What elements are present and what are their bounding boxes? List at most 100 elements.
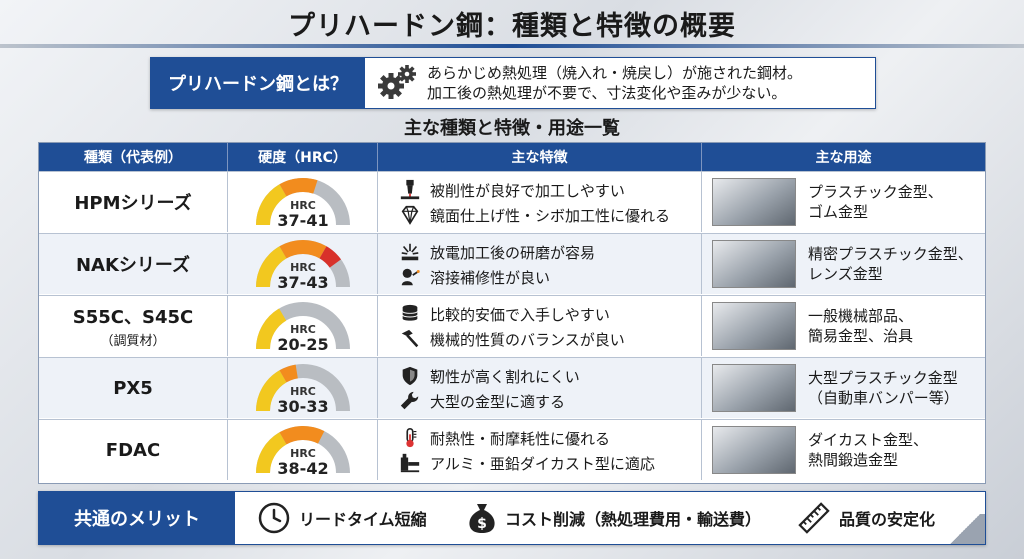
feature-item: 鏡面仕上げ性・シボ加工性に優れる <box>398 202 670 228</box>
definition-box: プリハードン鋼とは？ あらかじめ熱処理（焼入れ・焼戻し）が施された鋼材。 加工後… <box>150 57 876 109</box>
gauge-fill-segment <box>279 364 299 383</box>
use-line: 熱間鍛造金型 <box>808 451 899 469</box>
gauge-fill-segment <box>256 246 287 288</box>
steel-type-name: NAKシリーズ <box>75 255 191 276</box>
gauge-fill-segment <box>319 246 342 268</box>
section-subtitle: 主な種類と特徴・用途一覧 <box>404 118 620 139</box>
feature-text: 比較的安価で入手しやすい <box>430 305 610 324</box>
diamond-icon <box>401 205 419 225</box>
use-text: ダイカスト金型、 熱間鍛造金型 <box>808 430 928 470</box>
thermometer-icon <box>406 428 417 448</box>
bumper-mold-image <box>712 364 796 412</box>
hardness-gauge <box>256 364 350 412</box>
svg-text:$: $ <box>477 516 487 532</box>
title-underline <box>0 44 1024 48</box>
header-uses: 主な用途 <box>815 150 872 166</box>
gauge-unit-label: HRC <box>290 447 316 460</box>
header-hardness: 硬度（HRC） <box>228 143 378 171</box>
merits-label: 共通のメリット <box>39 492 235 544</box>
feature-item: 比較的安価で入手しやすい <box>398 301 610 327</box>
table-row: FDAC HRC 38-42 耐熱性・耐摩耗性に優れる アルミ・亜鉛ダイカスト型に適応 ダ… <box>39 419 985 480</box>
page-title: プリハードン鋼：種類と特徴の概要 <box>288 11 736 42</box>
feature-text: 被削性が良好で加工しやすい <box>430 181 625 200</box>
feature-text: 靭性が高く割れにくい <box>430 367 580 386</box>
feature-item: 大型の金型に適する <box>398 388 565 414</box>
definition-line: 加工後の熱処理が不要で、寸法変化や歪みが少ない。 <box>427 84 787 102</box>
wrench-icon <box>400 391 419 410</box>
money-bag-icon: $ <box>469 504 495 533</box>
use-line: ダイカスト金型、 <box>808 431 929 449</box>
table-row: HPMシリーズ HRC 37-41 被削性が良好で加工しやすい 鏡面仕上げ性・シボ加工性… <box>39 171 985 232</box>
plastic-mold-image <box>712 178 796 226</box>
merit-quality: 品質の安定化 <box>797 492 935 544</box>
hardness-cell: HRC 20-25 <box>228 296 378 356</box>
table-row: PX5 HRC 30-33 靭性が高く割れにくい 大型の金型に適する 大型プラスチック金型… <box>39 357 985 418</box>
ruler-icon <box>798 502 830 534</box>
steel-type-cell: PX5 <box>39 358 228 418</box>
features-cell: 被削性が良好で加工しやすい鏡面仕上げ性・シボ加工性に優れる <box>378 172 702 232</box>
feature-item: 溶接補修性が良い <box>398 264 550 290</box>
steel-type-cell: S55C、S45C （調質材） <box>39 296 228 356</box>
use-text: プラスチック金型、 ゴム金型 <box>808 182 943 222</box>
steel-type-cell: HPMシリーズ <box>39 172 228 232</box>
steel-type-name: FDAC <box>105 439 161 461</box>
steel-type-name: HPMシリーズ <box>74 193 192 214</box>
hardness-gauge <box>256 302 350 350</box>
coins-icon <box>402 304 418 321</box>
use-line: 大型プラスチック金型 <box>808 369 958 387</box>
definition-label: プリハードン鋼とは？ <box>151 58 365 108</box>
feature-text: 機械的性質のバランスが良い <box>430 330 625 349</box>
feature-item: 放電加工後の研磨が容易 <box>398 239 595 265</box>
features-cell: 靭性が高く割れにくい 大型の金型に適する <box>378 358 702 418</box>
table-row: S55C、S45C （調質材） HRC 20-25 比較的安価で入手しやすい 機械的性質の… <box>39 295 985 356</box>
die-cast-mold-image <box>712 426 796 474</box>
features-cell: 耐熱性・耐摩耗性に優れる アルミ・亜鉛ダイカスト型に適応 <box>378 420 702 480</box>
steel-types-table: 種類（代表例） 硬度（HRC） 主な特徴 主な用途 HPMシリーズ HRC 37-4… <box>38 142 986 484</box>
gauge-unit-label: HRC <box>290 385 316 398</box>
die-cast-machine-icon <box>400 453 420 473</box>
hardness-range: 37-41 <box>277 211 329 230</box>
gauge-unit-label: HRC <box>290 261 316 274</box>
feature-item: 靭性が高く割れにくい <box>398 363 580 389</box>
hardness-gauge <box>256 240 350 288</box>
use-text: 精密プラスチック金型、 レンズ金型 <box>808 244 973 284</box>
hardness-range: 38-42 <box>277 459 329 478</box>
spark-icon <box>401 243 419 261</box>
use-line: 簡易金型、治具 <box>808 327 914 345</box>
end-mill-icon <box>400 179 420 200</box>
hardness-gauge <box>256 178 350 226</box>
hardness-cell: HRC 37-41 <box>228 172 378 232</box>
hardness-range: 20-25 <box>277 335 329 354</box>
use-line: 精密プラスチック金型、 <box>808 245 973 263</box>
shield-icon <box>402 366 418 386</box>
feature-text: 大型の金型に適する <box>430 392 566 411</box>
common-merits-bar: 共通のメリット リードタイム短縮 $ コスト削減（熱処理費用・輸送費） 品質の安… <box>38 491 986 545</box>
hardness-range: 30-33 <box>277 397 329 416</box>
use-text: 一般機械部品、 簡易金型、治具 <box>808 306 913 346</box>
gauge-unit-label: HRC <box>290 199 316 212</box>
uses-cell: 大型プラスチック金型 （自動車バンパー等） <box>702 358 985 418</box>
hardness-cell: HRC 30-33 <box>228 358 378 418</box>
corner-decoration <box>945 514 985 544</box>
merit-lead-time: リードタイム短縮 <box>257 492 427 544</box>
welder-icon <box>401 268 420 286</box>
feature-text: アルミ・亜鉛ダイカスト型に適応 <box>430 454 655 473</box>
merit-text: リードタイム短縮 <box>299 510 427 529</box>
gauge-fill-segment <box>256 184 287 226</box>
hammer-icon <box>401 329 419 348</box>
use-line: （自動車バンパー等） <box>808 389 959 407</box>
use-line: プラスチック金型、 <box>808 183 943 201</box>
steel-type-name: S55C、S45C <box>72 307 194 328</box>
use-line: ゴム金型 <box>808 203 869 221</box>
use-line: レンズ金型 <box>808 265 883 283</box>
table-row: NAKシリーズ HRC 37-43 放電加工後の研磨が容易 溶接補修性が良い 精密プラスチ… <box>39 233 985 294</box>
header-features: 主な特徴 <box>378 143 702 171</box>
feature-item: 被削性が良好で加工しやすい <box>398 177 625 203</box>
feature-item: アルミ・亜鉛ダイカスト型に適応 <box>398 450 655 476</box>
gauge-fill-segment <box>256 432 287 474</box>
precision-mold-image <box>712 240 796 288</box>
steel-type-cell: FDAC <box>39 420 228 480</box>
header-type: 種類（代表例） <box>39 143 228 171</box>
features-cell: 放電加工後の研磨が容易 溶接補修性が良い <box>378 234 702 294</box>
feature-text: 鏡面仕上げ性・シボ加工性に優れる <box>430 206 671 225</box>
